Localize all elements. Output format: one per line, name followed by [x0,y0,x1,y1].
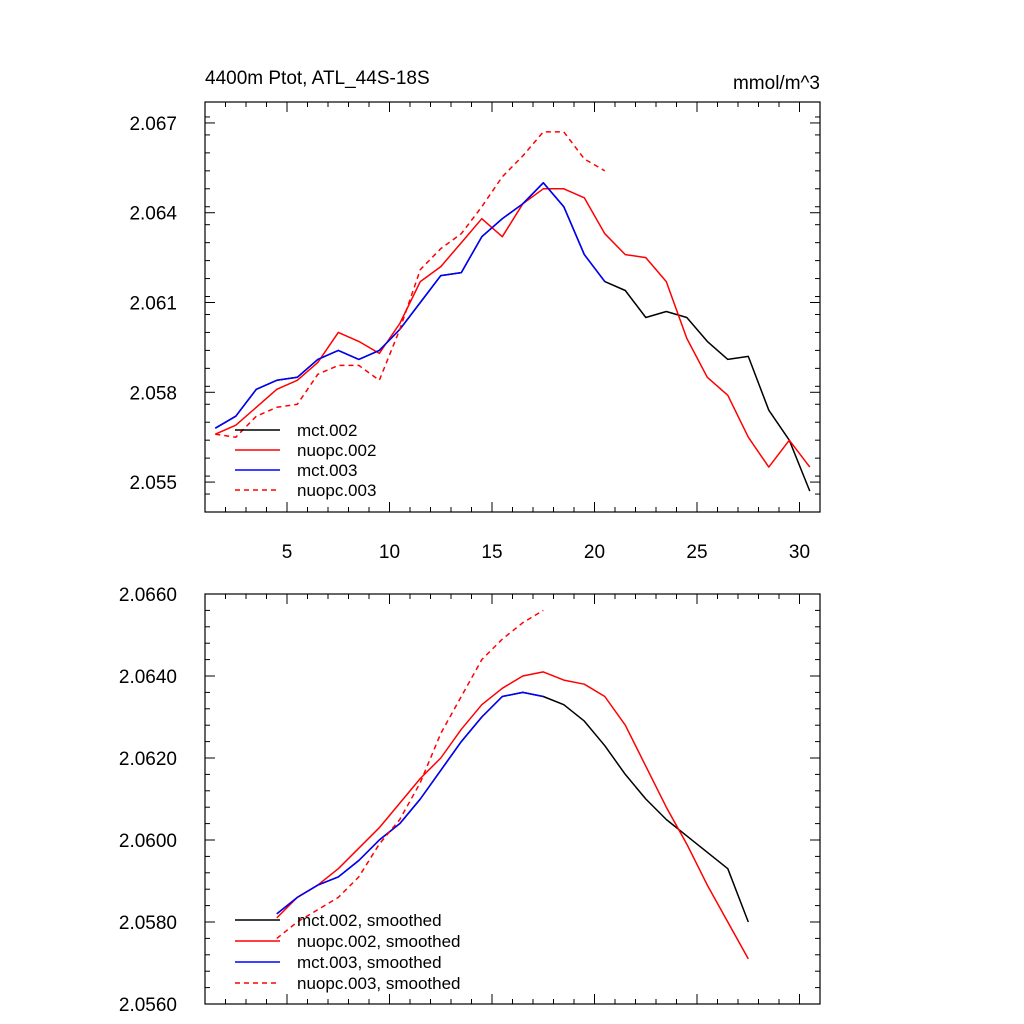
bottom-panel: 2.0560 2.0580 2.0600 2.0620 2.0640 2.0660 mct.… [119,585,821,1016]
y-tick-label: 2.061 [129,294,177,315]
y-tick-label: 2.0640 [119,667,177,688]
y-tick-label: 2.0660 [119,585,177,606]
legend-label: mct.003, smoothed [297,953,442,972]
legend-label: mct.002 [297,421,357,440]
series-line [215,131,606,438]
series-line [276,691,749,923]
series-line [214,188,811,468]
x-tick-label: 15 [481,542,502,563]
legend-label: nuopc.003 [297,481,376,500]
series-line [214,182,606,429]
y-tick-label: 2.055 [129,473,177,494]
series-line [276,671,749,960]
figure-title: 4400m Ptot, ATL_44S-18S [205,68,430,89]
legend-label: nuopc.003, smoothed [297,974,461,993]
y-tick-label: 2.064 [129,204,177,225]
legend-label: mct.002, smoothed [297,911,442,930]
x-tick-label: 20 [584,542,605,563]
x-tick-label: 10 [379,542,400,563]
units-label: mmol/m^3 [733,73,820,94]
y-tick-label: 2.067 [129,114,177,135]
y-tick-label: 2.0600 [119,831,177,852]
y-tick-label: 2.0580 [119,913,177,934]
y-tick-label: 2.0620 [119,749,177,770]
x-tick-label: 25 [686,542,707,563]
x-tick-label: 30 [789,542,810,563]
y-tick-label: 2.058 [129,383,177,404]
legend-label: nuopc.002 [297,441,376,460]
legend-label: mct.003 [297,461,357,480]
y-tick-label: 2.0560 [119,995,177,1016]
series-line [276,691,544,915]
x-tick-label: 5 [282,542,293,563]
top-panel: 5 10 15 20 25 30 2.055 2.058 2.061 2.064 2.067 mct.… [129,101,821,563]
series-line [276,609,544,939]
legend-label: nuopc.002, smoothed [297,932,461,951]
